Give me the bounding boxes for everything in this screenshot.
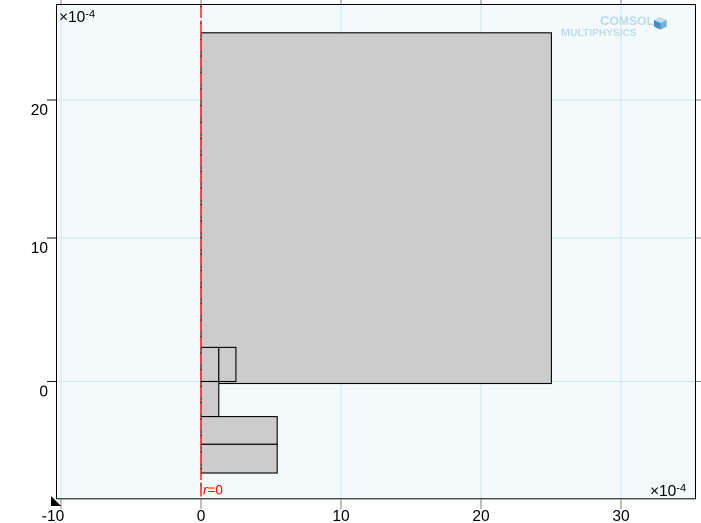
- svg-text:0: 0: [39, 384, 48, 401]
- svg-text:COMSOL: COMSOL: [600, 13, 654, 28]
- svg-text:10: 10: [332, 508, 350, 523]
- svg-text:10: 10: [31, 240, 49, 257]
- svg-text:0: 0: [197, 508, 206, 523]
- svg-text:30: 30: [612, 508, 630, 523]
- svg-text:r=0: r=0: [203, 483, 223, 498]
- svg-text:20: 20: [31, 102, 49, 119]
- svg-text:20: 20: [472, 508, 490, 523]
- svg-text:-10: -10: [42, 508, 65, 523]
- svg-text:MULTIPHYSICS: MULTIPHYSICS: [561, 27, 637, 39]
